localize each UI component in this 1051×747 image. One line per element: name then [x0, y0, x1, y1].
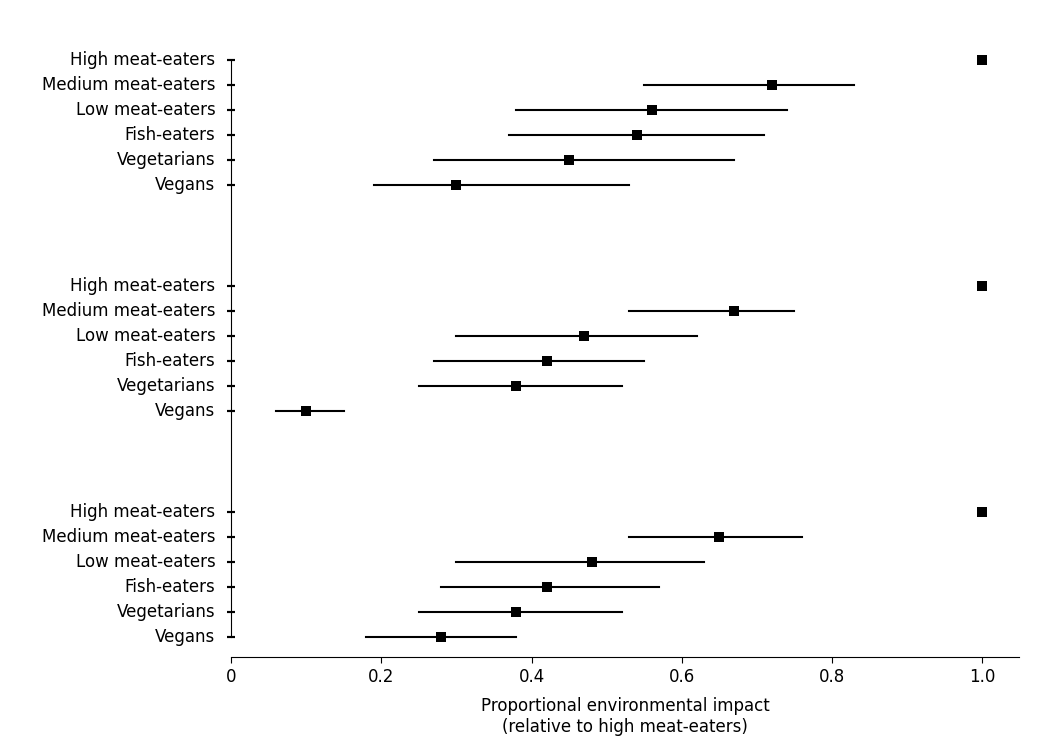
Text: Fish-eaters: Fish-eaters	[125, 126, 215, 144]
Text: Medium meat-eaters: Medium meat-eaters	[42, 528, 215, 546]
X-axis label: Proportional environmental impact
(relative to high meat-eaters): Proportional environmental impact (relat…	[481, 697, 769, 736]
Text: Medium meat-eaters: Medium meat-eaters	[42, 76, 215, 94]
Text: Vegans: Vegans	[156, 403, 215, 421]
Text: Vegans: Vegans	[156, 628, 215, 646]
Text: Vegetarians: Vegetarians	[117, 377, 215, 395]
Text: Vegetarians: Vegetarians	[117, 152, 215, 170]
Text: Vegetarians: Vegetarians	[117, 603, 215, 622]
Text: Fish-eaters: Fish-eaters	[125, 352, 215, 371]
Text: Low meat-eaters: Low meat-eaters	[76, 553, 215, 571]
Text: Vegans: Vegans	[156, 176, 215, 194]
Text: High meat-eaters: High meat-eaters	[70, 503, 215, 521]
Text: Low meat-eaters: Low meat-eaters	[76, 101, 215, 120]
Text: Low meat-eaters: Low meat-eaters	[76, 327, 215, 345]
Text: High meat-eaters: High meat-eaters	[70, 277, 215, 295]
Text: Fish-eaters: Fish-eaters	[125, 578, 215, 596]
Text: High meat-eaters: High meat-eaters	[70, 51, 215, 69]
Text: Medium meat-eaters: Medium meat-eaters	[42, 302, 215, 320]
